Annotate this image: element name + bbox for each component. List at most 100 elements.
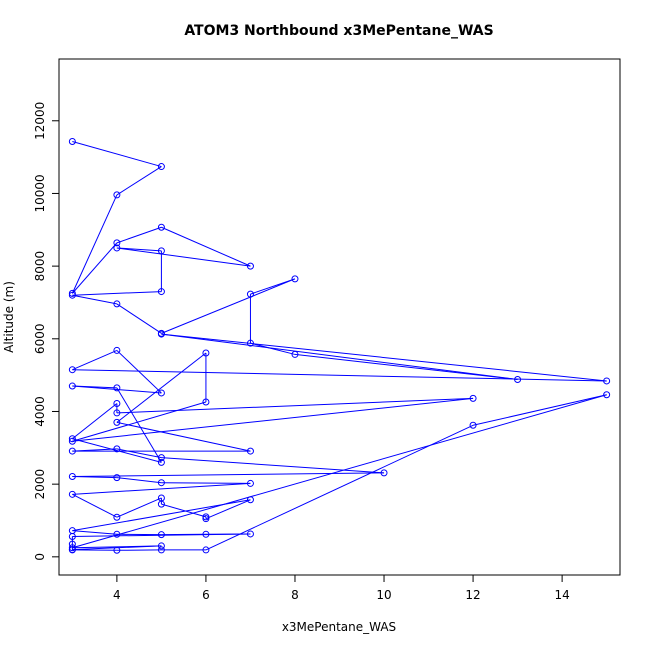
series-segment [72,403,118,440]
series-segment [72,385,117,389]
series-segment [161,503,207,518]
series-segment [116,477,162,484]
series-lines [71,141,607,551]
data-point [68,435,76,443]
data-point [157,531,165,539]
data-point [157,163,165,171]
x-tick-label: 10 [376,588,391,602]
data-point [68,473,76,481]
data-point [291,275,299,283]
x-axis: 4 6 8 10 12 14 [113,574,570,602]
series-segment [250,278,296,295]
series-segment [116,352,207,423]
x-tick-label: 6 [202,588,210,602]
y-tick-label: 4000 [33,396,47,427]
series-segment [116,448,162,459]
data-point [113,474,121,482]
data-point [113,244,121,252]
series-segment [294,353,518,380]
series-segment [72,369,607,382]
data-point [68,382,76,390]
series-points [68,137,611,554]
data-point [113,346,121,354]
data-point [246,447,254,455]
data-point [157,454,165,462]
series-segment [72,482,251,495]
series-segment [116,247,251,267]
y-tick-label: 10000 [33,174,47,212]
series-segment [72,401,207,442]
data-point [291,350,299,358]
series-segment [72,397,474,442]
data-point [68,546,76,554]
series-segment [116,497,162,518]
data-point [68,291,76,299]
series-segment [72,493,118,518]
data-point [514,376,522,384]
series-segment [161,482,251,484]
y-tick-label: 8000 [33,251,47,282]
x-tick-label: 12 [465,588,480,602]
data-point [113,239,121,247]
data-point [157,389,165,397]
data-point [68,437,76,445]
data-point [246,262,254,270]
data-point [157,458,165,466]
data-point [68,137,76,145]
x-tick-label: 14 [554,588,569,602]
data-point [202,530,210,538]
series-segment [161,457,385,474]
data-point [68,490,76,498]
series-segment [205,499,251,520]
series-segment [72,294,117,305]
y-tick-label: 12000 [33,102,47,140]
data-point [157,500,165,508]
series-segment [71,242,118,294]
data-point [469,394,477,402]
data-point [113,530,121,538]
data-point [68,544,76,552]
data-point [113,546,121,554]
data-point [113,191,121,199]
data-point [68,532,76,540]
data-point [113,418,121,426]
data-point [246,339,254,347]
data-point [157,479,165,487]
series-segment [72,448,117,452]
data-point [157,546,165,554]
series-segment [116,247,162,252]
y-axis-label: Altitude (m) [2,281,16,353]
series-segment [116,166,162,196]
data-point [202,398,210,406]
series-segment [161,226,251,267]
data-point [469,421,477,429]
y-tick-label: 6000 [33,324,47,355]
data-point [157,247,165,255]
y-tick-label: 0 [33,553,47,561]
data-point [113,513,121,521]
series-segment [72,291,162,296]
data-point [113,384,121,392]
data-point [113,445,121,453]
series-segment [72,141,162,168]
series-segment [71,194,118,294]
series-segment [161,278,296,334]
series-segment [116,303,162,334]
y-tick-label: 2000 [33,469,47,500]
data-point [157,223,165,231]
x-tick-label: 4 [113,588,121,602]
data-point [68,289,76,297]
data-point [68,447,76,455]
series-segment [72,533,251,537]
data-point [113,399,121,407]
chart-title: ATOM3 Northbound x3MePentane_WAS [184,23,493,39]
data-point [202,546,210,554]
series-segment [116,421,251,452]
series-segment [72,530,117,535]
series-segment [72,476,117,479]
series-segment [161,333,518,380]
series-segment [72,385,162,394]
x-axis-label: x3MePentane_WAS [282,620,396,634]
